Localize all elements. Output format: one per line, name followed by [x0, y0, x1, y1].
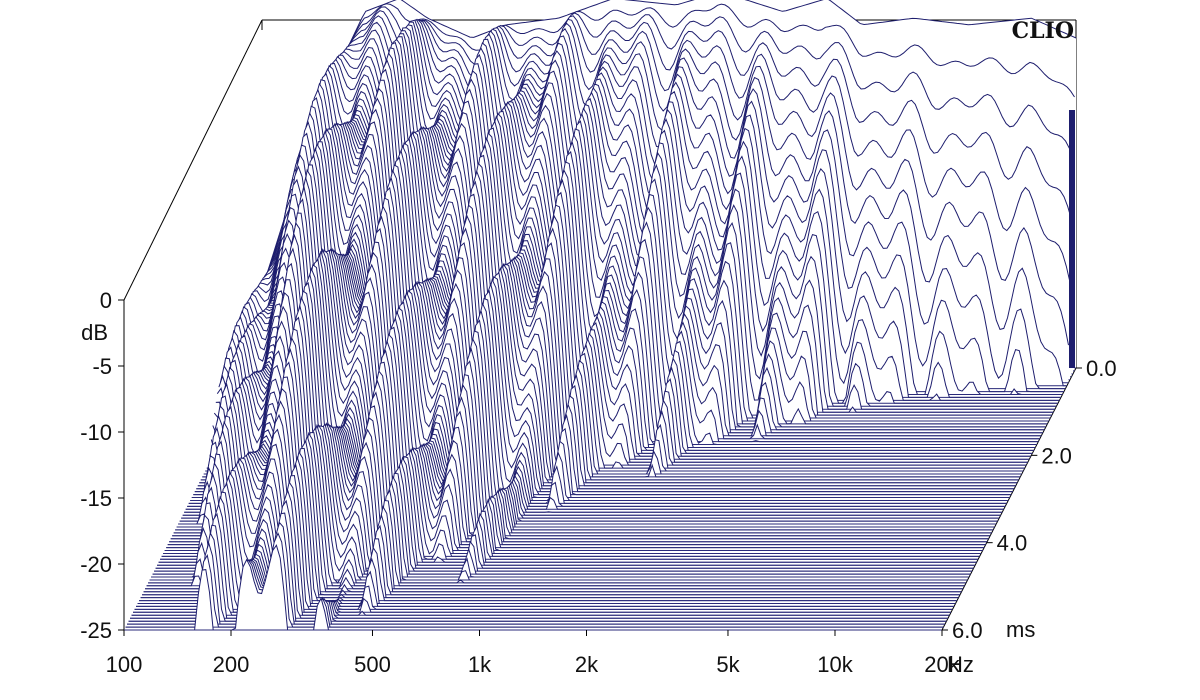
x-tick-label: 500 — [354, 652, 391, 677]
decay-slice — [257, 0, 1077, 303]
brand-label: CLIO — [1012, 18, 1074, 44]
time-tick-label: 0.0 — [1086, 356, 1117, 381]
time-tick-label: 4.0 — [997, 531, 1028, 556]
time-tick-label: 6.0 — [952, 618, 983, 643]
y-tick-label: -20 — [80, 552, 112, 577]
decay-slice — [251, 15, 1071, 353]
x-axis-ticks: 100 200 500 1k 2k 5k 10k 20k — [106, 630, 961, 677]
x-tick-label: 200 — [213, 652, 250, 677]
decay-slices — [124, 0, 1077, 631]
x-tick-label: 10k — [817, 652, 853, 677]
time-tick-label: 2.0 — [1041, 443, 1072, 468]
decay-slice-fill — [154, 401, 973, 572]
x-tick-label: 2k — [575, 652, 599, 677]
axis-time — [941, 367, 1077, 631]
y-tick-label: -10 — [80, 420, 112, 445]
decay-slice — [248, 18, 1067, 387]
y-axis-ticks: 0 -5 -10 -15 -20 -25 — [80, 288, 124, 643]
decay-slice — [253, 10, 1072, 340]
decay-slice — [256, 3, 1075, 315]
decay-slice — [254, 6, 1074, 327]
y-tick-label: -5 — [92, 354, 112, 379]
time-axis-ticks: 0.0 2.0 4.0 6.0 — [942, 356, 1117, 643]
y-tick-label: -15 — [80, 486, 112, 511]
frame-left-top — [123, 19, 263, 301]
decay-slice-fill — [124, 545, 942, 630]
y-tick-label: 0 — [100, 288, 112, 313]
decay-slice — [250, 18, 1069, 366]
x-axis-unit-label: Hz — [947, 652, 974, 677]
y-tick-label: -25 — [80, 618, 112, 643]
x-tick-label: 1k — [468, 652, 492, 677]
y-axis-label: dB — [81, 320, 108, 345]
time-axis-unit-label: ms — [1006, 617, 1035, 642]
x-tick-label: 5k — [716, 652, 740, 677]
x-tick-label: 100 — [106, 652, 143, 677]
x-tick-label: 20k — [924, 652, 960, 677]
decay-slice-fill — [152, 415, 971, 575]
